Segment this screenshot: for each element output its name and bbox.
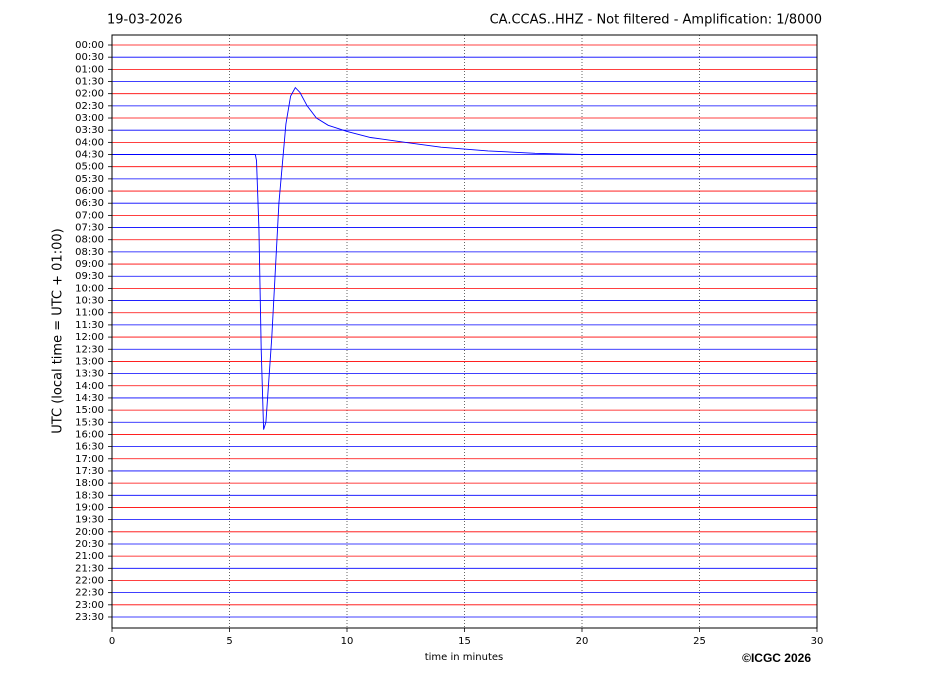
y-tick-label: 02:00 (75, 89, 104, 100)
y-tick-label: 05:00 (75, 162, 104, 173)
y-tick-label: 20:00 (75, 527, 104, 538)
y-tick-label: 21:00 (75, 551, 104, 562)
y-tick-label: 13:30 (75, 369, 104, 380)
date: 19-03-2026 (107, 13, 183, 28)
y-tick-label: 05:30 (75, 174, 104, 185)
y-tick-label: 11:00 (75, 308, 104, 319)
y-tick-label: 16:00 (75, 429, 104, 440)
y-tick-label: 09:00 (75, 259, 104, 270)
y-tick-label: 06:00 (75, 186, 104, 197)
y-tick-label: 10:30 (75, 296, 104, 307)
y-tick-label: 04:00 (75, 137, 104, 148)
y-tick-label: 12:30 (75, 344, 104, 355)
y-tick-label: 15:00 (75, 405, 104, 416)
x-tick-label: 5 (226, 636, 232, 647)
y-tick-label: 00:30 (75, 52, 104, 63)
y-tick-label: 23:30 (75, 612, 104, 623)
x-tick-label: 0 (109, 636, 115, 647)
y-tick-label: 22:00 (75, 575, 104, 586)
y-tick-label: 15:30 (75, 417, 104, 428)
y-tick-label: 06:30 (75, 198, 104, 209)
y-tick-label: 07:30 (75, 223, 104, 234)
x-tick-label: 25 (693, 636, 706, 647)
y-tick-label: 09:30 (75, 271, 104, 282)
y-tick-label: 21:30 (75, 563, 104, 574)
copyright: ©ICGC 2026 (742, 651, 811, 665)
y-axis-label: UTC (local time = UTC + 01:00) (51, 228, 66, 433)
y-tick-label: 18:00 (75, 478, 104, 489)
y-tick-label: 13:00 (75, 356, 104, 367)
x-axis-label: time in minutes (425, 652, 504, 663)
y-tick-label: 10:00 (75, 283, 104, 294)
y-tick-label: 14:30 (75, 393, 104, 404)
y-tick-label: 17:00 (75, 454, 104, 465)
chart-title: CA.CCAS..HHZ - Not filtered - Amplificat… (490, 13, 822, 28)
y-tick-label: 14:00 (75, 381, 104, 392)
y-tick-label: 16:30 (75, 442, 104, 453)
y-tick-label: 11:30 (75, 320, 104, 331)
y-tick-label: 07:00 (75, 210, 104, 221)
y-tick-label: 04:30 (75, 150, 104, 161)
y-tick-label: 23:00 (75, 600, 104, 611)
event-waveform (112, 86, 817, 430)
x-tick-label: 15 (458, 636, 471, 647)
y-tick-label: 22:30 (75, 588, 104, 599)
y-tick-label: 03:00 (75, 113, 104, 124)
y-tick-label: 17:30 (75, 466, 104, 477)
x-tick-label: 10 (341, 636, 354, 647)
x-tick-label: 20 (576, 636, 589, 647)
y-tick-label: 01:00 (75, 64, 104, 75)
y-tick-label: 02:30 (75, 101, 104, 112)
y-tick-label: 01:30 (75, 77, 104, 88)
y-tick-label: 19:00 (75, 502, 104, 513)
y-tick-label: 08:30 (75, 247, 104, 258)
y-tick-label: 08:00 (75, 235, 104, 246)
y-tick-label: 20:30 (75, 539, 104, 550)
y-tick-label: 03:30 (75, 125, 104, 136)
x-tick-label: 30 (811, 636, 824, 647)
y-tick-label: 12:00 (75, 332, 104, 343)
y-tick-label: 18:30 (75, 490, 104, 501)
plot-frame (111, 34, 818, 629)
y-tick-label: 19:30 (75, 515, 104, 526)
y-tick-label: 00:00 (75, 40, 104, 51)
